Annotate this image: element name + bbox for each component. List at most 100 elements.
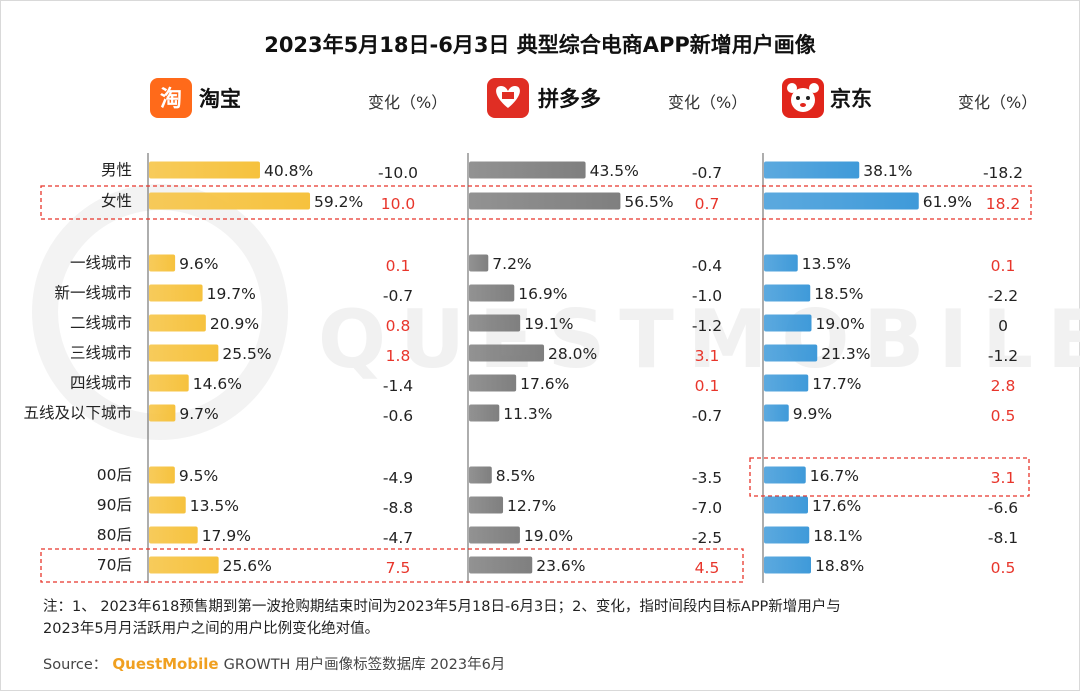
value-label-jd: 17.7% (812, 375, 861, 393)
change-value-pinduoduo: -2.5 (692, 529, 722, 547)
category-label: 三线城市 (70, 344, 132, 362)
value-label-taobao: 9.7% (179, 405, 218, 423)
value-label-taobao: 14.6% (193, 375, 242, 393)
change-value-taobao: -8.8 (383, 499, 413, 517)
change-value-jd: 18.2 (986, 195, 1021, 213)
value-label-pinduoduo: 7.2% (492, 255, 531, 273)
jd-logo-icon (782, 78, 824, 118)
brand-taobao: 淘宝 (199, 87, 241, 111)
value-label-jd: 18.1% (813, 527, 862, 545)
category-label: 男性 (101, 161, 132, 179)
change-value-jd: 0.1 (991, 257, 1016, 275)
bar-jd (764, 466, 806, 484)
bar-jd (764, 374, 809, 392)
bar-jd (764, 161, 860, 179)
bar-jd (764, 192, 919, 210)
bar-pinduoduo (469, 192, 621, 210)
value-label-jd: 18.5% (814, 285, 863, 303)
bar-pinduoduo (469, 284, 515, 302)
bar-taobao (149, 404, 176, 422)
bar-taobao (149, 466, 175, 484)
bar-jd (764, 556, 811, 574)
value-label-taobao: 19.7% (207, 285, 256, 303)
value-label-pinduoduo: 8.5% (496, 467, 535, 485)
value-label-pinduoduo: 28.0% (548, 345, 597, 363)
change-value-pinduoduo: 0.1 (695, 377, 720, 395)
category-label: 90后 (97, 496, 132, 514)
bar-jd (764, 404, 789, 422)
change-value-taobao: 0.1 (386, 257, 411, 275)
change-value-pinduoduo: -0.7 (692, 164, 722, 182)
source-rest: GROWTH 用户画像标签数据库 2023年6月 (224, 656, 506, 673)
footnote-line-2: 2023年5月月活跃用户之间的用户比例变化绝对值。 (43, 620, 379, 637)
svg-text:淘: 淘 (160, 86, 182, 112)
bar-pinduoduo (469, 466, 492, 484)
taobao-logo-icon: 淘 (150, 78, 192, 118)
change-value-jd: 3.1 (991, 469, 1016, 487)
bar-pinduoduo (469, 556, 533, 574)
change-value-pinduoduo: -1.0 (692, 287, 722, 305)
change-value-jd: 2.8 (991, 377, 1016, 395)
change-header-jd: 变化（%） (958, 93, 1037, 112)
bar-pinduoduo (469, 254, 489, 272)
change-value-taobao: 7.5 (386, 559, 411, 577)
bar-pinduoduo (469, 344, 545, 362)
bar-pinduoduo (469, 496, 504, 514)
value-label-pinduoduo: 56.5% (624, 193, 673, 211)
value-label-taobao: 20.9% (210, 315, 259, 333)
bar-jd (764, 344, 818, 362)
bar-taobao (149, 314, 206, 332)
change-value-jd: 0 (998, 317, 1008, 335)
change-value-taobao: -4.7 (383, 529, 413, 547)
value-label-jd: 9.9% (793, 405, 832, 423)
bar-taobao (149, 284, 203, 302)
change-value-pinduoduo: -1.2 (692, 317, 722, 335)
source-prefix: Source： (43, 657, 107, 673)
change-value-taobao: -0.6 (383, 407, 413, 425)
value-label-pinduoduo: 19.1% (524, 315, 573, 333)
bar-jd (764, 314, 812, 332)
bar-pinduoduo (469, 374, 517, 392)
change-value-taobao: 1.8 (386, 347, 411, 365)
change-value-jd: -2.2 (988, 287, 1018, 305)
change-value-pinduoduo: 3.1 (695, 347, 720, 365)
value-label-pinduoduo: 23.6% (536, 557, 585, 575)
bar-jd (764, 526, 810, 544)
category-label: 00后 (97, 466, 132, 484)
change-header-pinduoduo: 变化（%） (668, 93, 747, 112)
bar-taobao (149, 344, 219, 362)
value-label-jd: 19.0% (816, 315, 865, 333)
value-label-taobao: 59.2% (314, 193, 363, 211)
value-label-pinduoduo: 16.9% (518, 285, 567, 303)
highlight-70s-row (40, 548, 744, 583)
change-value-jd: -1.2 (988, 347, 1018, 365)
bar-taobao (149, 496, 186, 514)
value-label-taobao: 25.6% (223, 557, 272, 575)
value-label-jd: 61.9% (923, 193, 972, 211)
change-value-pinduoduo: 0.7 (695, 195, 720, 213)
change-value-jd: -8.1 (988, 529, 1018, 547)
bar-taobao (149, 556, 219, 574)
bar-pinduoduo (469, 314, 521, 332)
bar-jd (764, 496, 808, 514)
value-label-jd: 16.7% (810, 467, 859, 485)
bar-jd (764, 284, 811, 302)
value-label-jd: 21.3% (821, 345, 870, 363)
change-value-pinduoduo: -7.0 (692, 499, 722, 517)
highlight-jd-00s (749, 457, 1030, 497)
bar-taobao (149, 374, 189, 392)
value-label-taobao: 9.6% (179, 255, 218, 273)
value-label-taobao: 25.5% (222, 345, 271, 363)
value-label-pinduoduo: 12.7% (507, 497, 556, 515)
footnote-line-1: 注：1、 2023年618预售期到第一波抢购期结束时间为2023年5月18日-6… (43, 597, 841, 615)
change-value-taobao: 0.8 (386, 317, 411, 335)
value-label-jd: 38.1% (863, 162, 912, 180)
change-value-jd: -6.6 (988, 499, 1018, 517)
brand-pinduoduo: 拼多多 (538, 87, 601, 111)
category-label: 五线及以下城市 (23, 404, 132, 422)
source-line: Source： QuestMobile GROWTH 用户画像标签数据库 202… (43, 654, 505, 673)
change-value-taobao: -1.4 (383, 377, 413, 395)
change-header-taobao: 变化（%） (368, 93, 447, 112)
